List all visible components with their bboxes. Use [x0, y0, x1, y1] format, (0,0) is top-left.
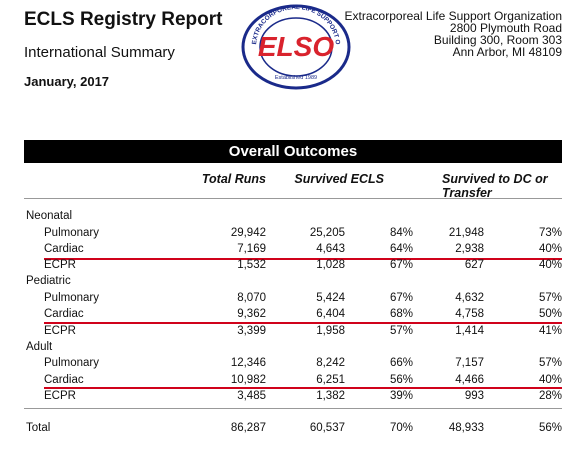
cell: 8,070	[237, 291, 266, 304]
cell: 60,537	[309, 422, 345, 434]
cell: 9,362	[237, 308, 266, 321]
cell: 56%	[389, 373, 413, 386]
cell: 4,632	[455, 291, 484, 304]
column-header: Survived to DC or	[442, 172, 548, 186]
cell: 12,346	[230, 357, 266, 370]
group-label: Pediatric	[26, 275, 71, 288]
cell: 3,399	[237, 324, 266, 337]
total-label: Total	[26, 422, 51, 434]
row-label: Pulmonary	[44, 291, 99, 304]
cell: 4,466	[455, 373, 484, 386]
row-label: Pulmonary	[44, 357, 99, 370]
logo-established: Established 1989	[275, 75, 317, 81]
cell: 29,942	[230, 226, 266, 239]
row-label: ECPR	[44, 324, 76, 337]
cell: 40%	[538, 373, 562, 386]
cell: 41%	[538, 324, 562, 337]
cell: 3,485	[237, 389, 266, 402]
total-rule	[24, 408, 562, 409]
column-header: Transfer	[442, 186, 492, 200]
group-label: Neonatal	[26, 210, 73, 222]
highlight-line	[44, 258, 562, 260]
cell: 6,251	[316, 373, 345, 386]
cell: 10,982	[230, 373, 266, 386]
cell: 1,382	[316, 389, 345, 402]
org-line: 2800 Plymouth Road	[449, 21, 562, 35]
cell: 21,948	[448, 226, 484, 239]
cell: 68%	[389, 308, 413, 321]
row-label: Cardiac	[44, 242, 84, 255]
logo: EXTRACORPOREAL LIFE SUPPORT ORGANIZATION…	[240, 4, 351, 90]
column-header: Total Runs	[201, 172, 266, 186]
org-line: Ann Arbor, MI 48109	[452, 45, 562, 59]
header-rule	[24, 198, 562, 199]
cell: 6,404	[316, 308, 345, 321]
cell: 5,424	[316, 291, 345, 304]
row-label: ECPR	[44, 389, 76, 402]
report-date: January, 2017	[24, 74, 110, 89]
org-line: Building 300, Room 303	[433, 33, 562, 47]
cell: 7,169	[237, 242, 266, 255]
cell: 40%	[538, 259, 562, 272]
cell: 67%	[389, 259, 413, 272]
cell: 57%	[538, 357, 562, 370]
row-label: ECPR	[44, 259, 76, 272]
cell: 1,958	[316, 324, 345, 337]
cell: 4,758	[455, 308, 484, 321]
cell: 64%	[389, 242, 413, 255]
cell: 57%	[538, 291, 562, 304]
highlight-line	[44, 322, 562, 324]
cell: 39%	[389, 389, 413, 402]
cell: 66%	[389, 357, 413, 370]
report-title: ECLS Registry Report	[24, 9, 223, 30]
logo-letters: ELSO	[258, 31, 334, 62]
cell: 1,414	[455, 324, 484, 337]
cell: 2,938	[455, 242, 484, 255]
cell: 70%	[389, 422, 413, 434]
cell: 84%	[389, 226, 413, 239]
cell: 4,643	[316, 242, 345, 255]
table-banner	[24, 140, 562, 163]
cell: 40%	[538, 242, 562, 255]
cell: 73%	[538, 226, 562, 239]
cell: 48,933	[448, 422, 484, 434]
cell: 1,532	[237, 259, 266, 272]
cell: 28%	[538, 389, 562, 402]
cell: 86,287	[230, 422, 266, 434]
cell: 57%	[389, 324, 413, 337]
cell: 67%	[389, 291, 413, 304]
highlight-line	[44, 387, 562, 389]
cell: 7,157	[455, 357, 484, 370]
cell: 993	[464, 389, 484, 402]
row-label: Cardiac	[44, 308, 84, 321]
row-label: Cardiac	[44, 373, 84, 386]
table-title: Overall Outcomes	[228, 143, 358, 160]
cell: 50%	[538, 308, 562, 321]
column-header: Survived ECLS	[294, 172, 384, 186]
cell: 627	[464, 259, 484, 272]
group-label: Adult	[26, 340, 53, 353]
cell: 1,028	[316, 259, 345, 272]
report-subtitle: International Summary	[24, 44, 175, 61]
cell: 8,242	[316, 357, 345, 370]
org-line: Extracorporeal Life Support Organization	[344, 9, 562, 23]
cell: 56%	[538, 422, 562, 434]
cell: 25,205	[309, 226, 345, 239]
row-label: Pulmonary	[44, 226, 99, 239]
